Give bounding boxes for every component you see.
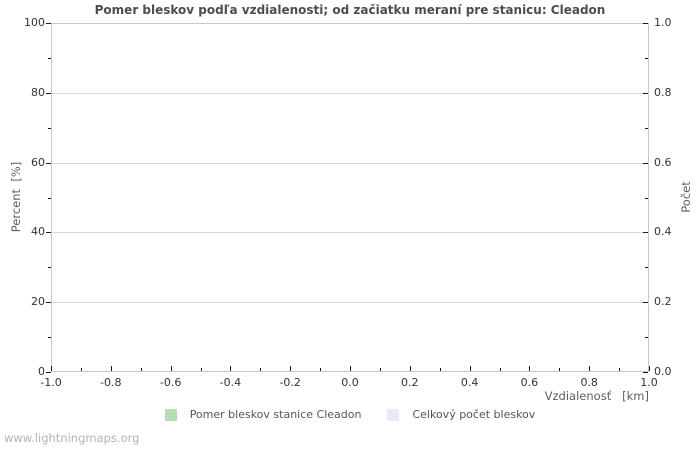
x-minor-tick <box>559 368 560 371</box>
right-y-minor-tick <box>645 267 648 268</box>
x-major-tick <box>290 366 291 371</box>
left-y-major-tick <box>46 372 51 373</box>
left-y-major-tick <box>46 302 51 303</box>
left-y-minor-tick <box>48 128 51 129</box>
legend: Pomer bleskov stanice Cleadon Celkový poč… <box>51 408 649 421</box>
x-axis-title: Vzdialenosť [km] <box>544 389 649 403</box>
left-y-major-tick <box>46 93 51 94</box>
horizontal-gridline <box>52 232 648 233</box>
left-y-major-tick <box>46 23 51 24</box>
right-y-minor-tick <box>645 128 648 129</box>
left-y-tick-label: 40 <box>31 225 45 239</box>
x-major-tick <box>470 366 471 371</box>
x-minor-tick <box>260 368 261 371</box>
x-major-tick <box>111 366 112 371</box>
left-y-tick-label: 80 <box>31 85 45 99</box>
left-y-minor-tick <box>48 337 51 338</box>
left-y-tick-label: 60 <box>31 155 45 169</box>
x-minor-tick <box>500 368 501 371</box>
x-major-tick <box>171 366 172 371</box>
right-y-minor-tick <box>645 337 648 338</box>
plot-area <box>51 23 649 372</box>
right-y-minor-tick <box>645 58 648 59</box>
x-tick-label: 0.6 <box>520 376 539 389</box>
x-tick-label: 0.2 <box>401 376 419 389</box>
right-y-tick-label: 0.6 <box>654 155 672 169</box>
x-major-tick <box>51 366 52 371</box>
x-minor-tick <box>320 368 321 371</box>
x-tick-label: -1.0 <box>40 376 62 389</box>
legend-entry: Pomer bleskov stanice Cleadon <box>164 408 362 421</box>
horizontal-gridline <box>52 302 648 303</box>
x-tick-label: -0.8 <box>100 376 122 389</box>
right-y-tick-label: 0.4 <box>654 225 672 239</box>
left-y-minor-tick <box>48 198 51 199</box>
right-y-tick-label: 0.2 <box>654 295 672 309</box>
x-tick-label: 1.0 <box>640 376 658 389</box>
x-tick-label: 0.0 <box>341 376 359 389</box>
x-tick-label: -0.4 <box>219 376 242 389</box>
x-major-tick <box>649 366 650 371</box>
x-minor-tick <box>440 368 441 371</box>
right-y-major-tick <box>643 23 648 24</box>
right-y-axis-title: Počet <box>679 181 693 213</box>
right-y-major-tick <box>643 163 648 164</box>
legend-entry: Celkový počet bleskov <box>387 408 535 421</box>
left-y-axis-title: Percent [%] <box>9 161 23 233</box>
legend-swatch <box>387 408 400 421</box>
right-y-tick-label: 0.8 <box>654 85 672 99</box>
horizontal-gridline <box>52 93 648 94</box>
x-major-tick <box>589 366 590 371</box>
left-y-minor-tick <box>48 267 51 268</box>
x-minor-tick <box>81 368 82 371</box>
right-y-tick-label: 0.0 <box>654 365 672 378</box>
x-minor-tick <box>141 368 142 371</box>
x-major-tick <box>410 366 411 371</box>
x-tick-label: 0.8 <box>580 376 598 389</box>
left-y-tick-label: 0 <box>38 365 45 378</box>
legend-label: Celkový počet bleskov <box>412 408 536 421</box>
right-y-minor-tick <box>645 198 648 199</box>
x-minor-tick <box>201 368 202 371</box>
right-y-major-tick <box>643 93 648 94</box>
watermark-link: www.lightningmaps.org <box>4 431 140 445</box>
legend-label: Pomer bleskov stanice Cleadon <box>189 408 362 421</box>
x-major-tick <box>350 366 351 371</box>
left-y-minor-tick <box>48 58 51 59</box>
right-y-major-tick <box>643 302 648 303</box>
legend-swatch <box>164 408 177 421</box>
x-tick-label: -0.6 <box>159 376 182 389</box>
chart-title: Pomer bleskov podľa vzdialenosti; od zač… <box>94 3 606 17</box>
left-y-tick-label: 100 <box>24 16 45 29</box>
right-y-major-tick <box>643 232 648 233</box>
x-major-tick <box>230 366 231 371</box>
x-major-tick <box>529 366 530 371</box>
x-tick-label: -0.2 <box>279 376 301 389</box>
right-y-major-tick <box>643 372 648 373</box>
right-y-tick-label: 1.0 <box>654 16 672 29</box>
x-minor-tick <box>619 368 620 371</box>
left-y-major-tick <box>46 232 51 233</box>
left-y-major-tick <box>46 163 51 164</box>
x-minor-tick <box>380 368 381 371</box>
horizontal-gridline <box>52 163 648 164</box>
x-tick-label: 0.4 <box>460 376 479 389</box>
left-y-tick-label: 20 <box>31 295 45 309</box>
